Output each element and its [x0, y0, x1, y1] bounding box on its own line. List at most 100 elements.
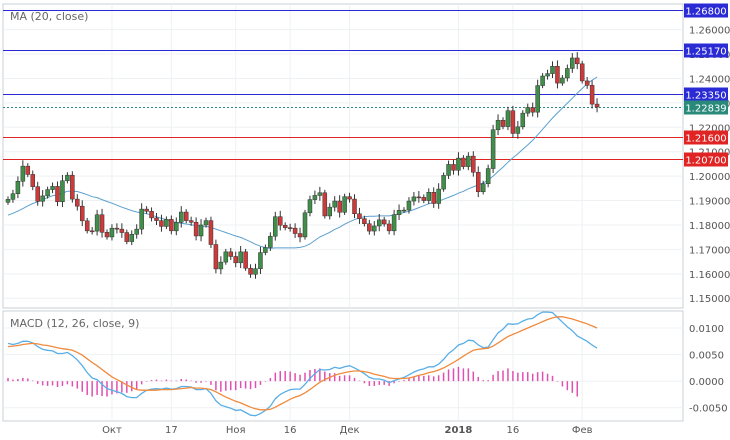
candle[interactable] — [307, 195, 313, 217]
candle[interactable] — [589, 80, 595, 109]
candle[interactable] — [297, 227, 303, 243]
candle[interactable] — [396, 204, 402, 220]
candle[interactable] — [154, 213, 159, 225]
candle[interactable] — [109, 224, 115, 241]
candle[interactable] — [322, 189, 328, 219]
candle[interactable] — [164, 216, 169, 230]
candle[interactable] — [372, 221, 377, 236]
candle[interactable] — [317, 186, 323, 201]
candle[interactable] — [426, 188, 431, 205]
candle[interactable] — [500, 117, 506, 130]
candle[interactable] — [391, 209, 397, 236]
candle[interactable] — [94, 209, 100, 236]
candle[interactable] — [431, 187, 436, 208]
candle[interactable] — [362, 215, 367, 227]
candle[interactable] — [381, 216, 387, 227]
candle[interactable] — [446, 160, 451, 179]
candle[interactable] — [278, 210, 283, 231]
candle[interactable] — [25, 163, 31, 178]
candle[interactable] — [268, 232, 273, 251]
candle[interactable] — [352, 194, 357, 219]
candle[interactable] — [327, 203, 332, 220]
candle[interactable] — [218, 256, 224, 275]
candle[interactable] — [282, 222, 288, 231]
candle[interactable] — [45, 186, 50, 199]
candle[interactable] — [302, 209, 308, 240]
candle[interactable] — [555, 60, 560, 89]
main-chart-panel[interactable] — [2, 3, 684, 309]
candle[interactable] — [560, 75, 565, 86]
candle[interactable] — [421, 194, 427, 204]
candle[interactable] — [584, 77, 590, 89]
candle[interactable] — [416, 191, 422, 203]
candle[interactable] — [193, 217, 199, 241]
candle[interactable] — [342, 193, 347, 215]
candle[interactable] — [134, 224, 139, 239]
candle[interactable] — [579, 60, 585, 84]
candle[interactable] — [139, 203, 144, 235]
candle[interactable] — [65, 172, 70, 184]
candle[interactable] — [515, 120, 521, 139]
candle[interactable] — [99, 208, 105, 238]
candle[interactable] — [406, 197, 412, 214]
candle[interactable] — [471, 151, 476, 177]
candle[interactable] — [149, 207, 154, 222]
candle[interactable] — [84, 217, 90, 234]
candle[interactable] — [15, 176, 21, 199]
candle[interactable] — [159, 214, 164, 232]
candle[interactable] — [119, 223, 125, 238]
candle[interactable] — [60, 174, 65, 208]
candle[interactable] — [80, 200, 85, 227]
candle[interactable] — [104, 229, 110, 240]
candle[interactable] — [461, 155, 466, 170]
candle[interactable] — [411, 192, 417, 206]
candle[interactable] — [490, 124, 496, 173]
candle[interactable] — [129, 230, 134, 246]
candle[interactable] — [258, 246, 263, 274]
candle[interactable] — [530, 102, 535, 117]
candle[interactable] — [70, 171, 75, 203]
candle[interactable] — [575, 52, 580, 70]
candle[interactable] — [238, 245, 243, 269]
candle[interactable] — [550, 61, 555, 78]
candle[interactable] — [144, 206, 149, 214]
candle[interactable] — [50, 182, 55, 194]
candle[interactable] — [525, 103, 530, 117]
candle[interactable] — [510, 105, 516, 138]
candle[interactable] — [188, 216, 194, 226]
candle[interactable] — [248, 264, 253, 278]
candle[interactable] — [5, 196, 11, 205]
candle[interactable] — [213, 239, 219, 274]
candle[interactable] — [570, 53, 575, 73]
candle[interactable] — [466, 152, 471, 171]
candle[interactable] — [386, 220, 392, 235]
candle[interactable] — [75, 194, 80, 211]
candle[interactable] — [401, 207, 407, 213]
candle[interactable] — [40, 190, 45, 207]
candle[interactable] — [495, 114, 501, 136]
candle[interactable] — [124, 229, 130, 245]
candle[interactable] — [208, 216, 214, 249]
candle[interactable] — [287, 223, 293, 232]
candle[interactable] — [169, 215, 174, 235]
candle[interactable] — [10, 189, 16, 203]
candle[interactable] — [183, 209, 189, 224]
candle[interactable] — [377, 213, 382, 232]
candle[interactable] — [233, 251, 238, 268]
candle[interactable] — [441, 172, 446, 192]
candle[interactable] — [480, 180, 486, 195]
candle[interactable] — [451, 159, 456, 175]
candle[interactable] — [347, 192, 352, 203]
candle[interactable] — [273, 211, 278, 241]
candle[interactable] — [436, 183, 441, 209]
candle[interactable] — [228, 247, 233, 260]
candle[interactable] — [223, 248, 229, 265]
candle[interactable] — [332, 196, 337, 212]
candle[interactable] — [337, 195, 342, 218]
candle[interactable] — [198, 219, 204, 242]
candle[interactable] — [55, 181, 60, 207]
candle[interactable] — [535, 79, 540, 118]
candle[interactable] — [485, 164, 491, 188]
